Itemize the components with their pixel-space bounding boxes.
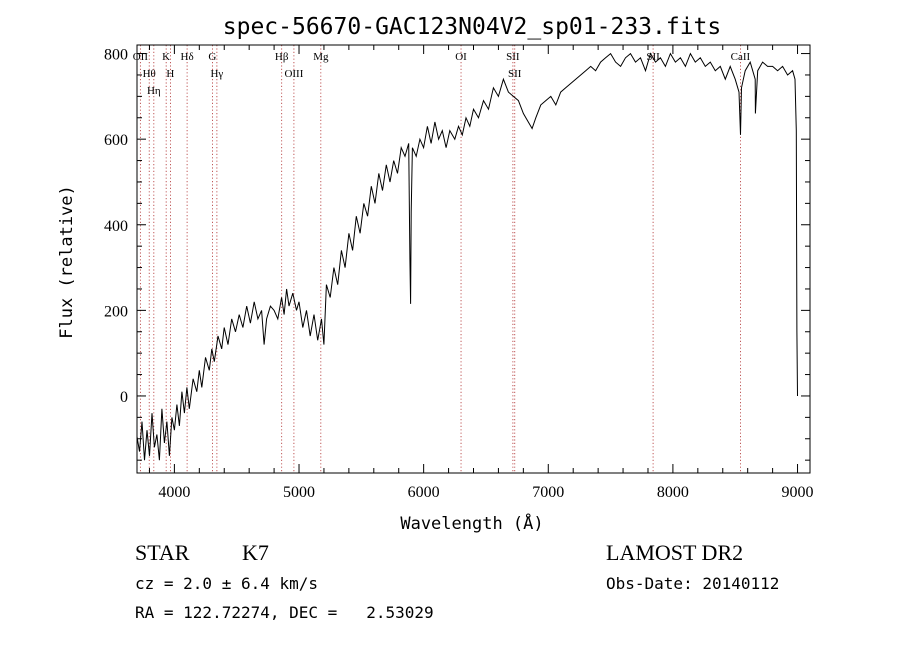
object-subclass: K7	[242, 540, 269, 565]
line-label: Hθ	[143, 68, 156, 80]
line-label: SII	[508, 68, 522, 80]
axes: 4000 5000 6000 7000 8000 9000 0 200 400 600 800	[104, 45, 814, 501]
line-label: OIII	[284, 68, 303, 80]
x-tick-label: 5000	[283, 484, 315, 501]
y-tick-label: 0	[120, 389, 128, 406]
x-tick-label: 8000	[657, 484, 689, 501]
x-tick-label: 7000	[532, 484, 564, 501]
obs-date: Obs-Date: 20140112	[606, 574, 780, 593]
line-label: K	[162, 51, 170, 63]
x-axis-label: Wavelength (Å)	[400, 512, 543, 534]
spectrum-line	[136, 52, 798, 461]
object-class: STAR	[135, 540, 190, 565]
y-tick-label: 800	[104, 47, 128, 64]
y-axis-label: Flux (relative)	[57, 185, 77, 339]
x-tick-label: 9000	[782, 484, 814, 501]
line-label: Hη	[147, 85, 161, 97]
y-tick-label: 400	[104, 218, 128, 235]
spectrum-series	[136, 52, 798, 461]
x-tick-label: 6000	[408, 484, 440, 501]
line-label: SII	[646, 51, 660, 63]
line-label: Hβ	[275, 51, 289, 63]
line-label: G	[208, 51, 216, 63]
redshift-text: cz = 2.0 ± 6.4 km/s	[135, 574, 319, 593]
line-label: H	[166, 68, 174, 80]
line-label: SII	[506, 51, 520, 63]
line-label: Hδ	[181, 51, 194, 63]
survey-name: LAMOST DR2	[606, 540, 744, 565]
spectral-line-markers: OII Hθ Hη KH Hδ G Hγ Hβ OIII Mg OI SII SII SII CaII	[133, 45, 751, 473]
line-label: Hγ	[210, 68, 223, 80]
chart-title: spec-56670-GAC123N04V2_sp01-233.fits	[223, 14, 722, 40]
line-label: OI	[455, 51, 467, 63]
y-tick-label: 200	[104, 303, 128, 320]
y-tick-label: 600	[104, 132, 128, 149]
line-label: Mg	[313, 51, 329, 63]
line-label: CaII	[731, 51, 751, 63]
x-tick-label: 4000	[158, 484, 190, 501]
coordinates-text: RA = 122.72274, DEC = 2.53029	[135, 603, 434, 622]
line-label: OII	[133, 51, 149, 63]
